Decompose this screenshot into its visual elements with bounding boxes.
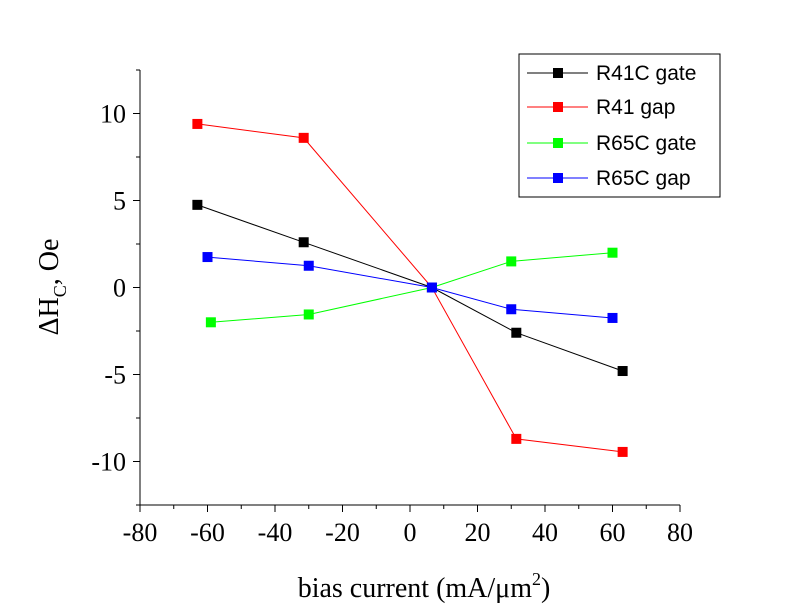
y-axis-title-subscript: C [50, 285, 70, 297]
x-tick-label: -80 [123, 518, 158, 547]
x-tick-label: -40 [258, 518, 293, 547]
series-r41c-gate [192, 199, 628, 377]
data-point-r41c-gate [511, 327, 522, 338]
y-tick-label: -10 [91, 448, 126, 477]
data-point-r41c-gate [192, 199, 203, 210]
series-line-r41c-gate [197, 204, 623, 372]
data-point-r65c-gap [202, 252, 213, 263]
x-axis-title: bias current (mA/μm2) [298, 569, 551, 604]
data-point-r41-gap [298, 132, 309, 143]
data-point-r65c-gate [607, 247, 618, 258]
legend-marker-r41-gap [553, 102, 563, 112]
legend-label-r41c-gate: R41C gate [596, 62, 696, 85]
series-r65c-gap [202, 252, 618, 323]
legend-box [518, 53, 721, 198]
y-tick-label: 5 [113, 187, 126, 216]
data-point-r65c-gate [205, 317, 216, 328]
series-layer [192, 118, 628, 457]
legend-item-r41c-gate: R41C gate [527, 62, 696, 85]
x-tick-label: 40 [532, 518, 558, 547]
data-point-r41c-gate [298, 237, 309, 248]
y-tick-label: 0 [113, 274, 126, 303]
legend-marker-r65c-gate [553, 138, 563, 148]
x-tick-label: 80 [667, 518, 693, 547]
legend-marker-r41c-gate [553, 68, 563, 78]
legend-label-r65c-gap: R65C gap [596, 167, 691, 190]
data-point-r65c-gap [506, 304, 517, 315]
y-axis-title-rest: , Oe [34, 239, 65, 286]
data-point-r41-gap [511, 433, 522, 444]
x-tick-label: -20 [325, 518, 360, 547]
legend-label-r41-gap: R41 gap [596, 96, 675, 119]
x-axis-ticks: -80 -60 -40 -20 0 20 40 60 80 [123, 505, 693, 547]
legend-item-r65c-gate: R65C gate [527, 132, 696, 155]
data-point-r65c-gap [607, 312, 618, 323]
data-point-r65c-gap [426, 282, 437, 293]
x-tick-label: 60 [600, 518, 626, 547]
data-point-r65c-gate [303, 309, 314, 320]
series-line-r65c-gap [207, 256, 613, 319]
x-tick-label: 0 [404, 518, 417, 547]
x-tick-label: -60 [190, 518, 225, 547]
y-tick-label: 10 [100, 100, 126, 129]
x-axis-title-superscript: 2 [532, 569, 541, 589]
y-axis-title-main: ΔH [34, 297, 65, 335]
data-point-r41c-gate [617, 366, 628, 377]
series-r65c-gate [205, 247, 618, 328]
legend-label-r65c-gate: R65C gate [596, 132, 696, 155]
legend-item-r65c-gap: R65C gap [527, 167, 691, 190]
x-tick-label: 20 [465, 518, 491, 547]
legend: R41C gate R41 gap R65C gate R65C gap [518, 53, 721, 198]
legend-item-r41-gap: R41 gap [527, 96, 675, 119]
series-line-r65c-gate [210, 252, 613, 323]
legend-marker-r65c-gap [553, 173, 563, 183]
data-point-r65c-gap [303, 260, 314, 271]
y-axis-title: ΔHC, Oe [34, 239, 70, 336]
data-point-r41-gap [192, 118, 203, 129]
data-point-r41-gap [617, 446, 628, 457]
y-axis-ticks: 10 5 0 -5 -10 [91, 69, 140, 506]
data-point-r65c-gate [506, 256, 517, 267]
x-axis-title-main: bias current (mA/μm [298, 573, 533, 604]
y-tick-label: -5 [104, 361, 126, 390]
x-axis-title-close: ) [541, 573, 550, 604]
